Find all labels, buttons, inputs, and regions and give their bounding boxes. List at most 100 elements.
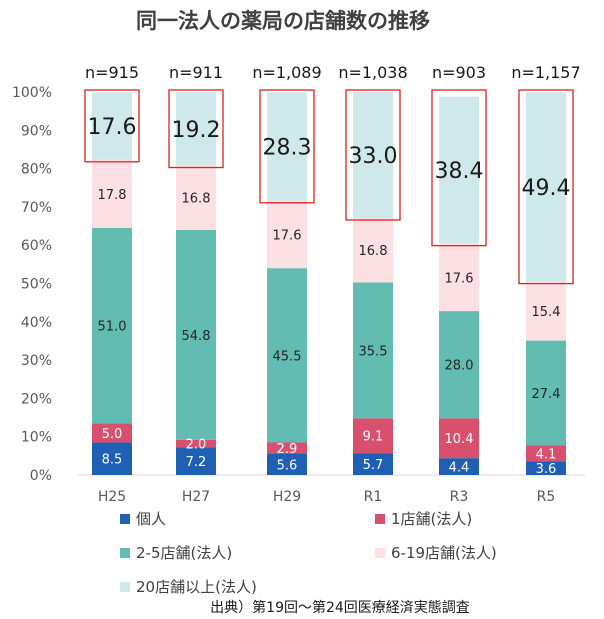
data-label: 17.6	[273, 228, 302, 243]
data-label: 51.0	[98, 320, 127, 335]
bar-segment	[267, 453, 307, 475]
bar-segment	[353, 91, 393, 219]
data-label: 5.7	[363, 458, 384, 473]
data-label: 16.8	[182, 192, 211, 207]
bar-segment	[353, 418, 393, 454]
x-tick-label: R1	[364, 489, 383, 505]
highlight-box	[345, 89, 401, 221]
sample-size-label: n=903	[432, 63, 486, 82]
legend-label: 個人	[136, 510, 166, 528]
bar-segment	[439, 311, 479, 419]
x-tick-label: H25	[98, 489, 126, 505]
x-tick-label: H27	[182, 489, 210, 505]
bar-segment	[526, 461, 566, 475]
legend-swatch	[120, 514, 130, 524]
legend-swatch	[375, 514, 385, 524]
sample-size-label: n=915	[85, 63, 139, 82]
y-tick-label: 30%	[21, 353, 52, 369]
data-label: 15.4	[532, 305, 561, 320]
sample-size-label: n=1,038	[338, 63, 407, 82]
data-label: 16.8	[359, 244, 388, 259]
legend-swatch	[120, 548, 130, 558]
bar-segment	[526, 340, 566, 446]
highlight-box	[259, 89, 315, 204]
data-label: 2.9	[277, 442, 298, 457]
legend-label: 1店舗(法人)	[391, 510, 472, 528]
bar-segment	[526, 92, 566, 282]
highlight-box	[84, 89, 140, 163]
bar-segment	[439, 96, 479, 244]
data-label: 27.4	[532, 387, 561, 402]
highlight-box	[168, 89, 224, 169]
bar-segment	[267, 200, 307, 269]
data-label: 49.4	[522, 176, 571, 201]
y-tick-label: 10%	[21, 430, 52, 446]
bar-segment	[267, 442, 307, 454]
data-label: 19.2	[172, 118, 221, 143]
bar-segment	[92, 423, 132, 443]
data-label: 9.1	[363, 430, 384, 445]
bar-segment	[267, 92, 307, 201]
data-label: 7.2	[186, 455, 207, 470]
x-tick-label: R3	[450, 489, 469, 505]
legend-swatch	[375, 548, 385, 558]
data-label: 4.4	[449, 461, 470, 476]
data-label: 28.3	[263, 136, 312, 161]
bar-segment	[92, 92, 132, 160]
bar-segment	[176, 229, 216, 440]
bar-segment	[92, 442, 132, 475]
bar-segment	[92, 159, 132, 228]
axis-layer: 0% 10% 20% 30% 40% 50% 60% 70% 80% 90% 100% H25 H27 H…	[12, 85, 585, 505]
bar-segment	[176, 447, 216, 475]
sample-size-label: n=1,157	[511, 63, 580, 82]
data-label: 5.6	[277, 458, 298, 473]
bar-segment	[353, 453, 393, 475]
y-tick-label: 70%	[21, 200, 52, 216]
bar-segment	[439, 458, 479, 475]
y-tick-label: 60%	[21, 238, 52, 254]
legend-label: 6-19店舗(法人)	[391, 544, 497, 562]
bar-segment	[176, 439, 216, 448]
chart-title: 同一法人の薬局の店舗数の推移	[136, 9, 430, 33]
sample-size-label: n=1,089	[252, 63, 321, 82]
highlight-box	[431, 89, 487, 247]
x-tick-label: R5	[537, 489, 556, 505]
data-label: 17.6	[88, 115, 137, 140]
highlight-box	[518, 89, 574, 285]
data-label: 8.5	[102, 453, 123, 468]
data-label: 10.4	[445, 432, 474, 447]
data-label: 38.4	[435, 159, 484, 184]
data-label: 3.6	[536, 462, 557, 477]
labels-layer: n=915 n=911 n=1,089 n=1,038 n=903 n=1,157 8.5 5…	[84, 63, 581, 477]
legend-swatch	[120, 582, 130, 592]
bars-layer	[92, 91, 566, 475]
y-tick-label: 100%	[12, 85, 52, 101]
data-label: 45.5	[273, 349, 302, 364]
bar-segment	[176, 92, 216, 166]
data-label: 5.0	[102, 427, 123, 442]
source-note: 出典）第19回～第24回医療経済実態調査	[210, 599, 470, 616]
y-tick-label: 90%	[21, 123, 52, 139]
bar-segment	[92, 227, 132, 424]
bar-segment	[267, 268, 307, 443]
data-label: 17.6	[445, 271, 474, 286]
legend-label: 2-5店舗(法人)	[136, 544, 232, 562]
legend-label: 20店舗以上(法人)	[136, 578, 257, 596]
y-tick-label: 50%	[21, 277, 52, 293]
bar-segment	[439, 418, 479, 459]
sample-size-label: n=911	[169, 63, 223, 82]
y-tick-label: 20%	[21, 391, 52, 407]
data-label: 28.0	[445, 359, 474, 374]
data-label: 35.5	[359, 344, 388, 359]
data-label: 4.1	[536, 447, 557, 462]
bar-segment	[353, 218, 393, 283]
data-label: 33.0	[349, 144, 398, 169]
x-tick-label: H29	[273, 489, 301, 505]
bar-segment	[526, 281, 566, 341]
y-tick-label: 0%	[30, 468, 52, 484]
bar-segment	[353, 282, 393, 419]
bar-segment	[526, 445, 566, 462]
data-label: 54.8	[182, 329, 211, 344]
